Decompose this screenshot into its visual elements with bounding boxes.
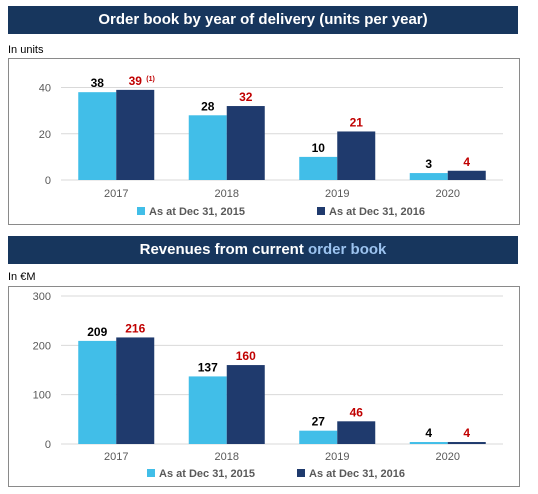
chart2-y-tick-label: 100: [33, 390, 51, 402]
chart1-footnote-marker: (1): [146, 76, 155, 83]
chart2-bar-2015: [299, 430, 338, 444]
chart1-frame: 0 20 40 2017 38 39 (1) 2018 28 32 2019 10 21 2020 3 4 As…: [8, 58, 520, 225]
chart1-data-label: 28: [201, 99, 215, 113]
chart1-bar-2015: [78, 92, 117, 180]
chart2-y-tick-label: 300: [33, 291, 51, 303]
chart1-x-tick-label: 2019: [325, 188, 349, 200]
chart1-legend-label: As at Dec 31, 2015: [149, 206, 245, 218]
chart2-bar-2016: [337, 421, 376, 444]
chart2-y-tick-label: 200: [33, 340, 51, 352]
chart1-y-tick-label: 0: [45, 175, 51, 187]
chart2-title-highlight: order book: [308, 241, 387, 258]
chart1-data-label: 38: [91, 76, 105, 90]
chart1-unit-label: In units: [8, 44, 44, 56]
order-book-chart: 0 20 40 2017 38 39 (1) 2018 28 32 2019 10 21 2020 3 4 As…: [39, 74, 503, 218]
chart2-legend-label: As at Dec 31, 2015: [159, 468, 255, 480]
chart2-x-tick-label: 2018: [215, 451, 239, 463]
chart1-y-tick-label: 40: [39, 83, 51, 95]
chart1-data-label: 39: [129, 74, 143, 88]
chart2-data-label: 4: [425, 426, 432, 440]
chart2-legend-swatch: [297, 469, 305, 477]
chart2-frame: 0 100 200 300 2017 209 216 2018 137 160 2019 27 46 20…: [8, 286, 520, 487]
chart2-bar-2016: [447, 442, 486, 444]
chart1-bar-2015: [299, 156, 338, 180]
chart2-data-label: 137: [198, 360, 218, 374]
chart1-legend-label: As at Dec 31, 2016: [329, 206, 425, 218]
chart2-y-tick-label: 0: [45, 439, 51, 451]
chart1-bar-2016: [116, 89, 155, 180]
chart2-bar-2016: [116, 337, 155, 444]
chart1-bar-2015: [188, 115, 227, 180]
chart2-bar-2016: [226, 365, 265, 444]
chart1-data-label: 10: [312, 141, 326, 155]
chart2-title-text: Revenues from current: [139, 241, 304, 258]
chart2-x-tick-label: 2019: [325, 451, 349, 463]
chart2-data-label: 46: [350, 405, 364, 419]
chart2-x-tick-label: 2020: [436, 451, 460, 463]
chart1-x-tick-label: 2018: [215, 188, 239, 200]
chart2-bar-2015: [78, 340, 117, 444]
revenues-chart: 0 100 200 300 2017 209 216 2018 137 160 2019 27 46 20…: [33, 291, 503, 480]
chart2-data-label: 27: [312, 415, 326, 429]
chart1-bar-2016: [226, 106, 265, 180]
chart1-title: Order book by year of delivery (units pe…: [8, 6, 518, 34]
chart1-y-tick-label: 20: [39, 129, 51, 141]
chart2-legend-label: As at Dec 31, 2016: [309, 468, 405, 480]
chart2-data-label: 4: [463, 426, 470, 440]
chart2-legend-swatch: [147, 469, 155, 477]
chart1-x-tick-label: 2020: [436, 188, 460, 200]
chart2-bar-2015: [409, 442, 448, 444]
chart1-data-label: 3: [425, 157, 432, 171]
chart1-data-label: 21: [350, 115, 364, 129]
chart1-bar-2015: [409, 173, 448, 180]
chart1-data-label: 32: [239, 90, 253, 104]
chart1-data-label: 4: [463, 155, 470, 169]
chart1-bar-2016: [337, 131, 376, 180]
chart2-data-label: 160: [236, 349, 256, 363]
chart1-bar-2016: [447, 170, 486, 180]
chart2-data-label: 216: [125, 321, 145, 335]
chart2-x-tick-label: 2017: [104, 451, 128, 463]
chart2-unit-label: In €M: [8, 271, 36, 283]
chart2-bar-2015: [188, 376, 227, 444]
chart1-x-tick-label: 2017: [104, 188, 128, 200]
chart2-title: Revenues from current order book: [8, 236, 518, 264]
chart1-legend-swatch: [317, 207, 325, 215]
chart1-legend-swatch: [137, 207, 145, 215]
chart2-data-label: 209: [87, 325, 107, 339]
